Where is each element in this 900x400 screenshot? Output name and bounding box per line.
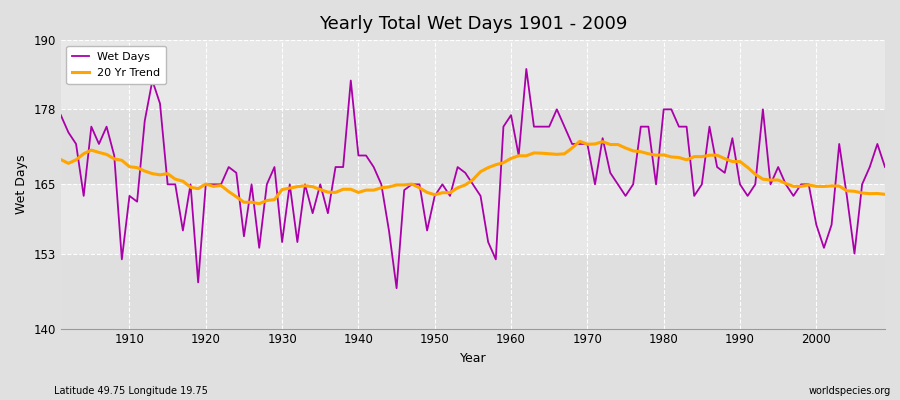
- 20 Yr Trend: [879, 192, 890, 197]
- Wet Days: [116, 257, 127, 262]
- Bar: [61, 109, 885, 184]
- Wet Days: [513, 153, 524, 158]
- 20 Yr Trend: [613, 142, 624, 147]
- 20 Yr Trend: [116, 158, 127, 163]
- Wet Days: [330, 165, 341, 170]
- 20 Yr Trend: [506, 156, 517, 161]
- Title: Yearly Total Wet Days 1901 - 2009: Yearly Total Wet Days 1901 - 2009: [319, 15, 627, 33]
- 20 Yr Trend: [574, 139, 585, 144]
- Wet Days: [879, 165, 890, 170]
- X-axis label: Year: Year: [460, 352, 486, 365]
- Wet Days: [613, 182, 624, 187]
- Wet Days: [521, 66, 532, 71]
- Line: Wet Days: Wet Days: [61, 69, 885, 288]
- 20 Yr Trend: [56, 157, 67, 162]
- 20 Yr Trend: [254, 201, 265, 206]
- 20 Yr Trend: [292, 184, 302, 189]
- Y-axis label: Wet Days: Wet Days: [15, 154, 28, 214]
- Wet Days: [506, 113, 517, 118]
- 20 Yr Trend: [513, 153, 524, 158]
- Wet Days: [56, 113, 67, 118]
- Wet Days: [392, 286, 402, 290]
- 20 Yr Trend: [338, 187, 348, 192]
- Bar: [61, 254, 885, 328]
- Text: Latitude 49.75 Longitude 19.75: Latitude 49.75 Longitude 19.75: [54, 386, 208, 396]
- Text: worldspecies.org: worldspecies.org: [809, 386, 891, 396]
- Line: 20 Yr Trend: 20 Yr Trend: [61, 141, 885, 204]
- Legend: Wet Days, 20 Yr Trend: Wet Days, 20 Yr Trend: [67, 46, 166, 84]
- Wet Days: [284, 182, 295, 187]
